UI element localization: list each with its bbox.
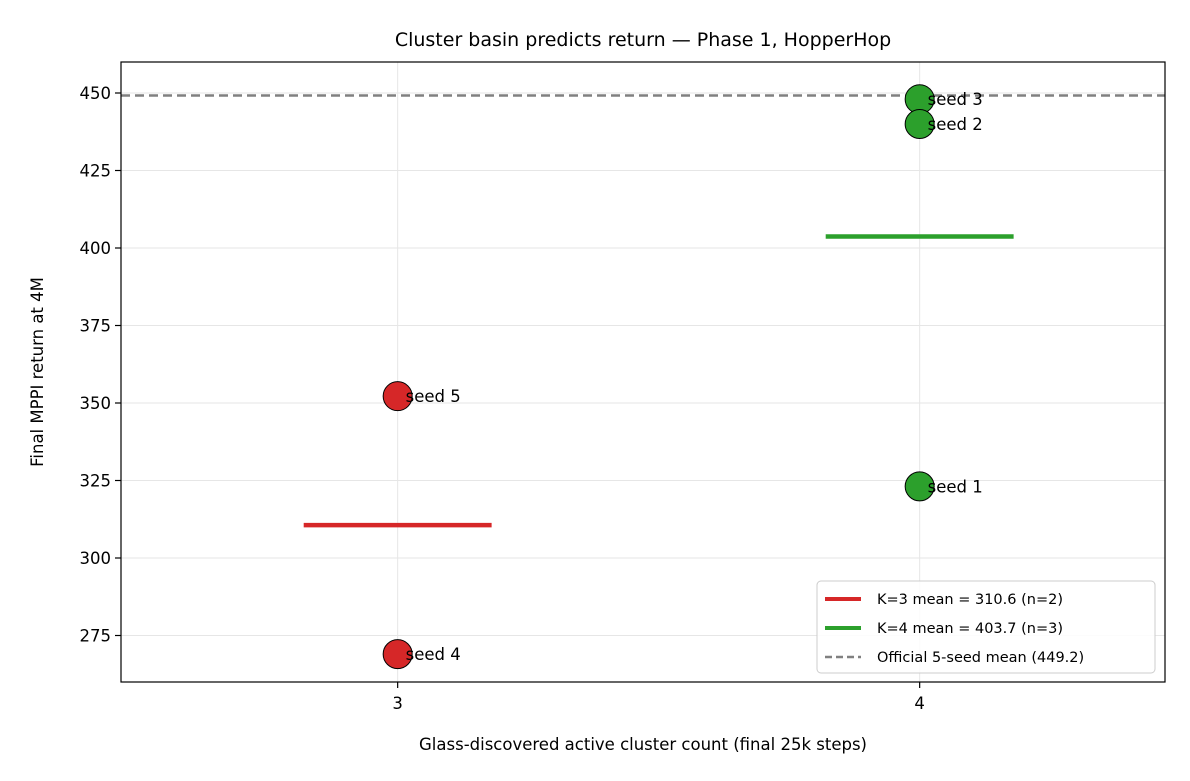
data-point	[904, 471, 935, 502]
grid	[121, 62, 1165, 682]
y-tick-label: 375	[80, 317, 112, 336]
legend-label: K=4 mean = 403.7 (n=3)	[877, 621, 1063, 637]
chart-title: Cluster basin predicts return — Phase 1,…	[395, 29, 891, 51]
y-axis-label: Final MPPI return at 4M	[28, 277, 47, 467]
axes: 275 300 325 350 375 400 425 450 3 4	[80, 84, 925, 713]
x-tick-label: 4	[914, 694, 925, 713]
plot-frame	[120, 61, 1166, 683]
point-label: seed 2	[928, 115, 983, 134]
legend-box	[816, 580, 1156, 674]
point-label: seed 1	[928, 477, 983, 496]
y-tick-label: 300	[80, 549, 112, 568]
y-tick-label: 450	[80, 84, 112, 103]
data-point	[382, 639, 413, 670]
y-tick-label: 425	[80, 162, 112, 181]
y-tick-label: 325	[80, 472, 112, 491]
point-label: seed 4	[406, 645, 461, 664]
data-point	[904, 109, 935, 139]
point-label: seed 5	[406, 387, 461, 406]
y-tick-label: 275	[80, 627, 112, 646]
y-tick-label: 400	[80, 239, 112, 258]
legend-label: Official 5-seed mean (449.2)	[877, 650, 1084, 666]
x-tick-label: 3	[392, 694, 403, 713]
legend-label: K=3 mean = 310.6 (n=2)	[877, 592, 1063, 608]
legend: K=3 mean = 310.6 (n=2) K=4 mean = 403.7 (…	[816, 580, 1156, 674]
y-tick-label: 350	[80, 394, 112, 413]
data-point	[382, 381, 413, 412]
x-axis-label: Glass-discovered active cluster count (f…	[419, 735, 867, 754]
point-label: seed 3	[928, 90, 983, 109]
chart-marks: seed 5 seed 4 seed 3 seed 2 seed 1	[121, 84, 1165, 670]
